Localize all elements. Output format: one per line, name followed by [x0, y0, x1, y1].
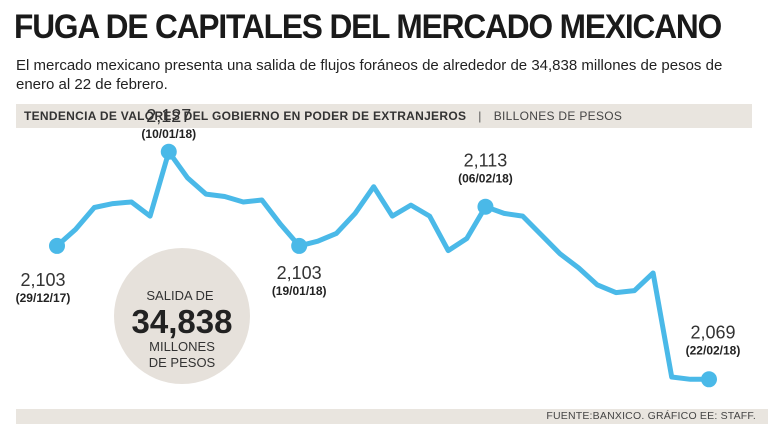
- callout-line2: MILLONES: [149, 339, 215, 354]
- highlight-date-label: (10/01/18): [141, 127, 196, 141]
- highlight-date-label: (06/02/18): [458, 172, 513, 186]
- highlight-point: [160, 143, 177, 160]
- highlight-value-label: 2,069: [690, 322, 735, 342]
- callout-group: SALIDA DE 34,838 MILLONES DE PESOS: [114, 248, 250, 384]
- source-note: FUENTE:BANXICO. GRÁFICO EE: STAFF.: [546, 410, 756, 422]
- highlight-point: [49, 237, 65, 254]
- series-line: [54, 149, 712, 382]
- series-layer: [49, 143, 717, 388]
- highlight-value-label: 2,103: [20, 270, 65, 290]
- highlight-date-label: (22/02/18): [686, 343, 741, 357]
- callout-line3: DE PESOS: [149, 355, 216, 370]
- chart-unit-label: BILLONES DE PESOS: [493, 109, 623, 123]
- label-layer: 2,103(29/12/17)2,127(10/01/18)2,103(19/0…: [16, 106, 741, 358]
- highlight-value-label: 2,127: [146, 106, 191, 126]
- highlight-point: [291, 237, 308, 254]
- chart-title: FUGA DE CAPITALES DEL MERCADO MEXICANO: [14, 8, 722, 46]
- callout-value: 34,838: [132, 303, 233, 340]
- highlight-point: [477, 198, 494, 215]
- highlight-value-label: 2,113: [464, 151, 508, 171]
- header-separator: |: [478, 109, 482, 123]
- highlight-point: [701, 371, 717, 388]
- highlight-date-label: (29/12/17): [16, 291, 71, 305]
- chart-subtitle: El mercado mexicano presenta una salida …: [16, 57, 723, 93]
- chart-header-band: TENDENCIA DE VALORES DEL GOBIERNO EN POD…: [16, 104, 752, 128]
- footer-band: [16, 409, 768, 424]
- highlight-date-label: (19/01/18): [272, 284, 327, 298]
- callout-circle: [114, 248, 250, 384]
- highlight-value-label: 2,103: [277, 263, 322, 283]
- chart-series-title: TENDENCIA DE VALORES DEL GOBIERNO EN POD…: [24, 109, 467, 123]
- callout-line1: SALIDA DE: [146, 288, 214, 303]
